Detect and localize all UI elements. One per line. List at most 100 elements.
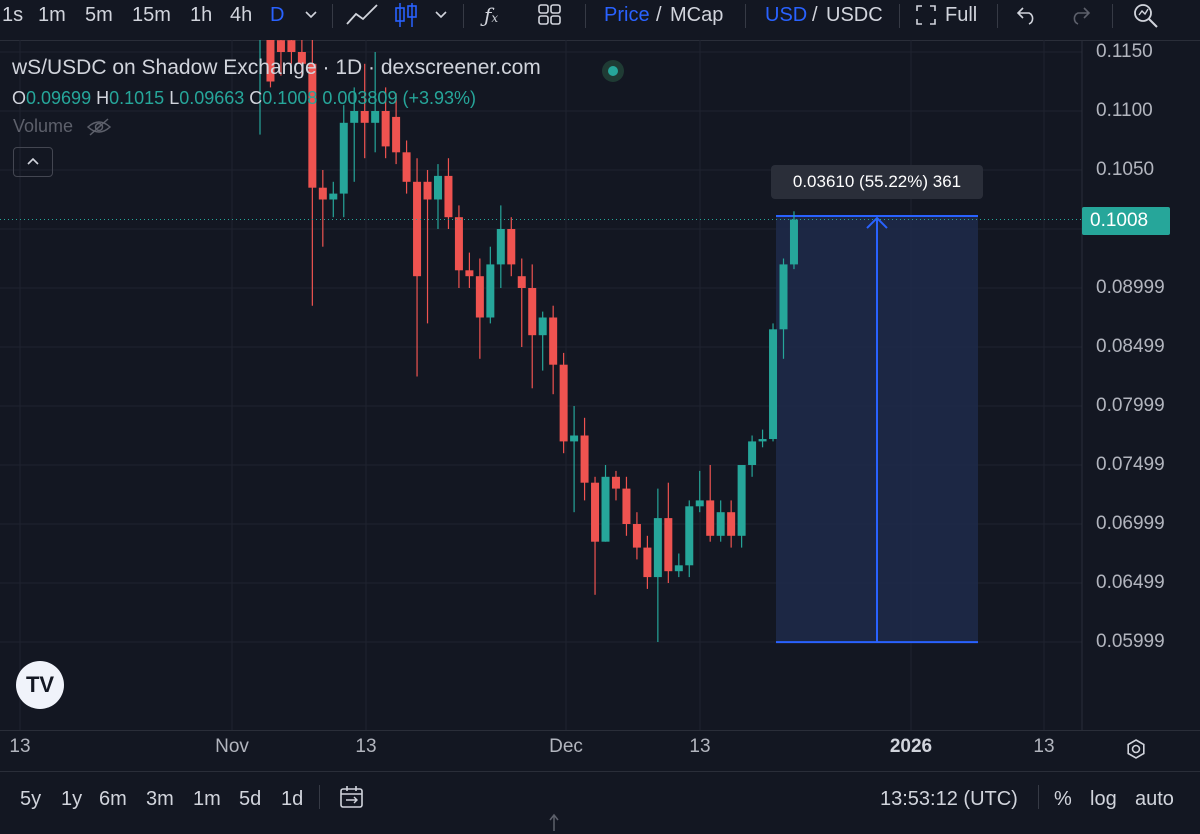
auto-scale-toggle[interactable]: auto [1135,788,1174,810]
collapse-legend-button[interactable] [13,147,53,177]
candle-body [737,465,746,536]
candle-body [789,219,798,265]
interval-d[interactable]: D [270,4,285,26]
candle-body [287,40,296,52]
undo-icon[interactable] [1015,5,1039,25]
interval-1h[interactable]: 1h [190,4,213,26]
bottom-divider [319,785,320,809]
interval-4h[interactable]: 4h [230,4,253,26]
candles-icon[interactable] [393,1,419,29]
usdc-toggle[interactable]: USDC [826,4,883,26]
range-5y[interactable]: 5y [20,788,42,810]
range-6m[interactable]: 6m [99,788,127,810]
range-5d[interactable]: 5d [239,788,262,810]
interval-5m[interactable]: 5m [85,4,113,26]
price-toggle[interactable]: Price [604,4,650,26]
candle [706,465,715,542]
range-1d[interactable]: 1d [281,788,304,810]
price-tick-label: 0.08499 [1096,336,1165,357]
candle-body [329,193,338,200]
candle-body [779,264,788,330]
full-button[interactable]: Full [945,4,978,26]
candle [748,435,757,477]
candle [695,470,704,513]
chevron-down-icon[interactable] [303,8,319,20]
candle [475,258,484,359]
candle-body [266,40,275,82]
candle-body [549,317,558,365]
candle [664,482,673,583]
candle [308,40,317,306]
time-tick-label: Nov [215,736,249,757]
price-mcap-separator: / [656,4,662,26]
line-chart-icon[interactable] [344,2,380,28]
measure-tool[interactable] [776,215,978,644]
zoom-icon[interactable] [1132,2,1162,30]
percent-scale-toggle[interactable]: % [1054,788,1072,810]
eye-off-icon[interactable] [86,117,112,137]
candle-body [297,52,306,64]
log-scale-toggle[interactable]: log [1090,788,1117,810]
toolbar-divider [332,4,333,28]
candle [371,52,380,153]
candle-body [444,175,453,218]
candle [360,63,369,159]
date-range-icon[interactable] [338,784,366,812]
price-chart[interactable] [0,40,1200,730]
layout-icon[interactable] [537,3,563,27]
interval-1m[interactable]: 1m [38,4,66,26]
price-tick-label: 0.1150 [1096,41,1153,62]
high-value: 0.1015 [109,88,165,108]
candle-body [465,270,474,277]
mcap-toggle[interactable]: MCap [670,4,724,26]
low-value: 0.09663 [179,88,245,108]
utc-clock[interactable]: 13:53:12 (UTC) [880,788,1018,810]
candle-body [360,111,369,123]
tradingview-logo[interactable]: TV [16,661,64,709]
candle [643,535,652,589]
candle [517,258,526,347]
candle [259,40,261,135]
candle [433,164,442,229]
indicators-icon[interactable]: ƒx [484,3,499,27]
interval-15m[interactable]: 15m [132,4,171,26]
range-3m[interactable]: 3m [146,788,174,810]
range-1m[interactable]: 1m [193,788,221,810]
candle [727,500,736,548]
range-1y[interactable]: 1y [61,788,83,810]
candle [716,500,725,542]
candle-body [632,524,641,548]
candle-body [392,116,401,153]
candle [276,40,285,76]
toolbar-divider [899,4,900,28]
toolbar-divider [745,4,746,28]
candle-body [496,229,505,265]
candle [486,246,495,324]
chevron-down-icon[interactable] [433,8,449,20]
price-tick-label: 0.1100 [1096,100,1153,121]
candle-body [538,317,547,336]
candle [549,305,558,395]
candle-body [433,175,442,200]
candle [413,158,422,377]
resize-handle-icon[interactable] [548,812,560,832]
candle [570,406,579,513]
time-axis[interactable] [0,730,1200,771]
candle [737,465,746,548]
candle-body [748,441,757,465]
gear-icon[interactable] [1125,738,1147,760]
candle-body [695,500,704,507]
candle [266,40,275,88]
price-tick-label: 0.07499 [1096,454,1165,475]
usd-toggle[interactable]: USD [765,4,808,26]
candle [685,500,694,578]
candle [591,476,600,595]
volume-legend[interactable]: Volume [13,116,112,137]
bottom-divider [1038,785,1039,809]
candle-body [486,264,495,318]
candle-body [622,488,631,524]
fullscreen-icon[interactable] [915,4,937,26]
interval-1s[interactable]: 1s [2,4,24,26]
measure-label: 0.03610 (55.22%) 361 [771,165,983,199]
candle [622,476,631,536]
